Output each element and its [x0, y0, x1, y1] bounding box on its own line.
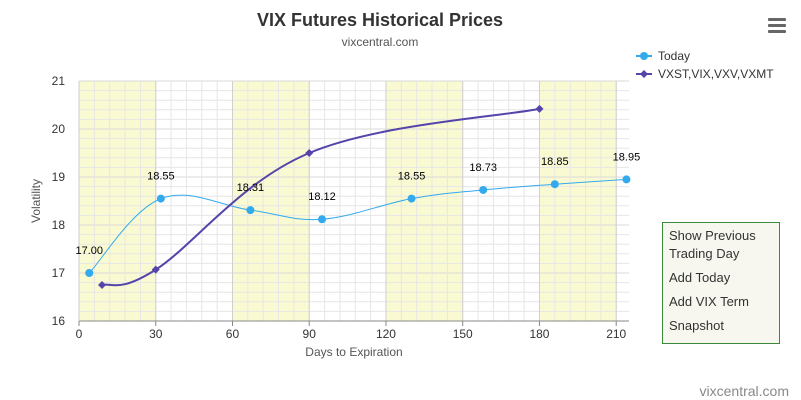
- data-label: 18.31: [237, 182, 265, 194]
- y-tick-label: 16: [52, 314, 66, 328]
- menu-bar-line: [768, 30, 786, 33]
- data-point-term-structure: [98, 281, 107, 289]
- chart-band: [232, 81, 310, 321]
- menu-bar-line: [768, 18, 786, 21]
- x-tick-label: 30: [149, 327, 163, 341]
- chart-axes: 0 30 60 90 120 150 180 210 16 17 18 19 20 21: [52, 74, 629, 341]
- data-point-today: [156, 194, 165, 203]
- data-point-today: [550, 180, 559, 189]
- data-point-term-structure: [535, 104, 544, 113]
- menu-bar-line: [768, 24, 786, 27]
- legend-label: Today: [658, 49, 690, 63]
- data-point-today: [246, 206, 255, 215]
- data-label: 18.73: [469, 162, 497, 174]
- data-label: 18.85: [541, 156, 569, 168]
- hamburger-menu-icon[interactable]: [766, 16, 788, 36]
- chart-subtitle: vixcentral.com: [342, 35, 419, 49]
- y-tick-label: 20: [52, 122, 66, 136]
- data-point-today: [622, 175, 631, 184]
- x-tick-label: 60: [226, 327, 240, 341]
- x-tick-label: 90: [303, 327, 317, 341]
- chart-options-panel: Show Previous Trading Day Add Today Add …: [662, 222, 780, 344]
- data-point-today: [85, 269, 94, 277]
- legend-label: VXST,VIX,VXV,VXMT: [658, 67, 774, 81]
- y-tick-label: 17: [52, 266, 66, 280]
- data-label: 17.00: [75, 245, 103, 257]
- chart-series: [85, 104, 631, 289]
- y-tick-label: 19: [52, 170, 66, 184]
- y-tick-label: 21: [52, 74, 66, 88]
- data-label: 18.55: [147, 171, 175, 183]
- chart-legend: Today VXST,VIX,VXV,VXMT: [636, 49, 774, 81]
- show-previous-trading-day-button[interactable]: Show Previous Trading Day: [669, 228, 756, 261]
- legend-marker: [640, 52, 648, 60]
- add-vix-term-button[interactable]: Add VIX Term: [669, 294, 749, 309]
- chart-band: [79, 81, 156, 321]
- data-label: 18.12: [308, 191, 336, 203]
- x-tick-label: 210: [606, 327, 626, 341]
- data-point-term-structure: [151, 265, 160, 274]
- data-point-today: [318, 215, 327, 224]
- legend-marker: [640, 70, 648, 78]
- data-point-today: [407, 194, 416, 203]
- chart-data-labels: 17.00 18.55 18.31 18.12 18.55 18.73 18.85 18.95: [75, 151, 640, 257]
- x-tick-label: 0: [76, 327, 83, 341]
- data-point-today: [479, 185, 488, 194]
- x-tick-label: 180: [529, 327, 549, 341]
- data-label: 18.55: [398, 171, 426, 183]
- chart-band: [539, 81, 617, 321]
- y-axis-title: Volatility: [29, 179, 43, 223]
- data-label: 18.95: [613, 151, 641, 163]
- chart-band: [385, 81, 463, 321]
- snapshot-button[interactable]: Snapshot: [669, 318, 724, 333]
- series-line-term-structure: [101, 107, 540, 287]
- y-tick-label: 18: [52, 218, 66, 232]
- x-tick-label: 120: [376, 327, 396, 341]
- chart-bands: [79, 81, 617, 321]
- chart-credit: vixcentral.com: [700, 383, 789, 399]
- data-point-term-structure: [305, 149, 314, 157]
- chart-title: VIX Futures Historical Prices: [257, 10, 503, 30]
- x-axis-title: Days to Expiration: [305, 345, 402, 359]
- add-today-button[interactable]: Add Today: [669, 270, 731, 285]
- x-tick-label: 150: [453, 327, 473, 341]
